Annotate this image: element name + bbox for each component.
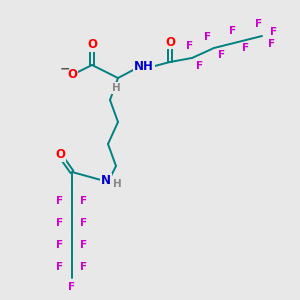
Text: F: F bbox=[230, 26, 237, 36]
Text: F: F bbox=[255, 19, 262, 29]
Text: F: F bbox=[56, 218, 64, 228]
Text: F: F bbox=[186, 41, 194, 51]
Text: O: O bbox=[165, 35, 175, 49]
Text: F: F bbox=[204, 32, 211, 42]
Text: H: H bbox=[112, 179, 122, 189]
Text: O: O bbox=[67, 68, 77, 82]
Text: F: F bbox=[68, 282, 76, 292]
Text: O: O bbox=[87, 38, 97, 52]
Text: F: F bbox=[56, 240, 64, 250]
Text: F: F bbox=[268, 39, 276, 49]
Text: H: H bbox=[112, 83, 120, 93]
Text: N: N bbox=[101, 173, 111, 187]
Text: F: F bbox=[56, 196, 64, 206]
Text: −: − bbox=[60, 62, 70, 76]
Text: F: F bbox=[270, 27, 278, 37]
Text: NH: NH bbox=[134, 61, 154, 74]
Text: O: O bbox=[55, 148, 65, 161]
Text: F: F bbox=[218, 50, 226, 60]
Text: F: F bbox=[80, 240, 88, 250]
Text: F: F bbox=[56, 262, 64, 272]
Text: F: F bbox=[196, 61, 204, 71]
Text: F: F bbox=[80, 218, 88, 228]
Text: F: F bbox=[242, 43, 250, 53]
Text: F: F bbox=[80, 262, 88, 272]
Text: F: F bbox=[80, 196, 88, 206]
